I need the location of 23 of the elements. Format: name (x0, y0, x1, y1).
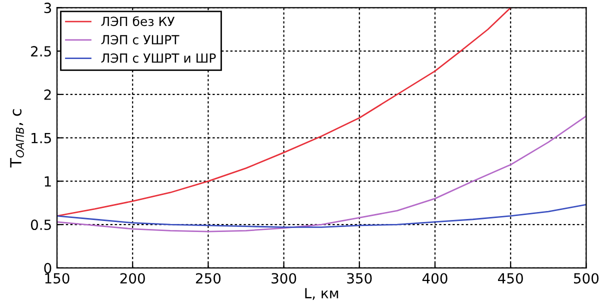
x-tick-label: 500 (574, 273, 599, 284)
x-tick-label: 150 (45, 273, 70, 284)
x-tick-label: 400 (422, 273, 448, 284)
y-tick-label: 1 (44, 176, 51, 186)
y-axis-title: T$_{ОАПВ}$, с (10, 109, 24, 168)
x-tick-label: 250 (196, 273, 221, 284)
y-tick-label: 0.5 (30, 220, 51, 230)
legend-label: ЛЭП с УШРТ (101, 35, 180, 44)
x-tick-label: 200 (120, 273, 145, 284)
x-tick-label: 450 (498, 273, 523, 284)
line-series (57, 115, 586, 232)
y-tick-label: 3 (44, 2, 52, 14)
y-tick-label: 1.5 (32, 132, 51, 144)
x-tick-label: 300 (272, 273, 296, 284)
x-axis-title: L, км (305, 288, 338, 300)
legend-label: ЛЭП без КУ (101, 16, 175, 26)
x-tick-label: 350 (347, 273, 372, 284)
line-series (57, 8, 512, 217)
y-tick-label: 2.5 (31, 46, 51, 57)
y-tick-label: 0 (44, 262, 52, 274)
legend-label: ЛЭП с УШРТ и ШР (101, 53, 216, 63)
y-tick-label: 2 (44, 89, 51, 100)
line-series (57, 204, 586, 228)
